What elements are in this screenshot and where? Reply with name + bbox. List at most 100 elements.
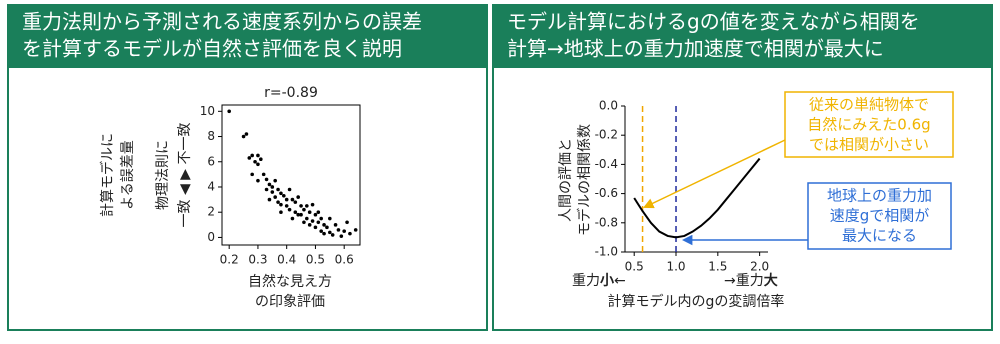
annotation-text: 従来の単純物体で xyxy=(809,96,929,114)
point xyxy=(333,223,338,227)
y-tick-label: -0.8 xyxy=(595,215,618,229)
point xyxy=(330,233,335,237)
point xyxy=(322,231,326,236)
point xyxy=(336,228,341,232)
point xyxy=(319,229,323,233)
x-tick-label: 0.5 xyxy=(306,253,325,267)
x-end-right: →重力大 xyxy=(724,272,778,289)
point xyxy=(305,216,309,221)
point xyxy=(267,182,272,187)
y-tick-label: 2 xyxy=(207,205,215,219)
annotation-text: 速度gで相関が xyxy=(830,207,930,225)
y-label-2: 一致 ◀ ▶ 不一致 xyxy=(177,123,193,228)
header-text: モデル計算におけるgの値を変えながら相関を xyxy=(507,10,920,34)
point xyxy=(325,225,329,230)
y-tick-label: -0.4 xyxy=(595,157,618,171)
annotation-text: では相関が小さい xyxy=(809,136,929,154)
point xyxy=(307,210,312,215)
y-tick-label: -1.0 xyxy=(595,245,618,259)
x-tick-label: 0.6 xyxy=(335,253,354,267)
line xyxy=(633,157,761,239)
x-tick-label: 0.5 xyxy=(625,260,644,274)
left-header xyxy=(8,5,487,68)
point xyxy=(261,172,266,177)
point xyxy=(299,212,303,217)
annotation-arrow xyxy=(643,139,786,209)
point xyxy=(273,195,277,199)
plot-frame xyxy=(221,104,361,246)
x-end-part: →重力 xyxy=(724,273,764,289)
point xyxy=(296,195,300,199)
y-tick-label: 0 xyxy=(207,230,215,244)
point xyxy=(276,200,280,204)
right-header xyxy=(493,5,992,68)
y-label: 計算モデルに xyxy=(99,133,116,217)
point xyxy=(287,207,292,212)
point xyxy=(328,230,332,235)
point xyxy=(342,229,346,233)
point xyxy=(256,162,260,167)
point xyxy=(282,194,286,198)
point xyxy=(305,204,309,208)
point xyxy=(313,212,318,217)
point xyxy=(267,197,272,202)
x-tick-label: 1.5 xyxy=(708,260,727,274)
point xyxy=(307,223,312,227)
x-tick-label: 1.0 xyxy=(666,260,685,274)
point xyxy=(253,159,257,164)
point xyxy=(290,216,295,221)
point xyxy=(241,134,246,139)
point xyxy=(310,202,315,207)
header-text: 計算→地球上の重力加速度で相関が最大に xyxy=(507,37,884,61)
y-label-2: 物理法則に xyxy=(155,140,171,210)
point xyxy=(296,212,300,217)
point xyxy=(279,202,283,207)
point xyxy=(293,210,298,215)
point xyxy=(250,172,254,177)
point xyxy=(302,220,306,225)
annotation-box xyxy=(784,91,954,158)
y-tick-label: 4 xyxy=(207,179,215,193)
y-tick-label: 10 xyxy=(200,104,215,118)
point xyxy=(348,231,352,236)
point xyxy=(293,200,298,204)
y-label: よる誤差量 xyxy=(120,140,136,210)
point xyxy=(316,220,321,225)
point xyxy=(256,153,260,158)
y-tick-label: -0.2 xyxy=(595,128,618,142)
point xyxy=(353,228,358,232)
annotation-text: 最大になる xyxy=(842,227,917,245)
point xyxy=(250,153,254,158)
point xyxy=(279,210,283,215)
point xyxy=(302,207,306,212)
x-label: の印象評価 xyxy=(255,294,325,310)
point xyxy=(328,216,332,221)
point xyxy=(264,177,269,182)
y-tick-label: 0.0 xyxy=(599,99,618,113)
point xyxy=(310,219,315,223)
x-end-part: ← xyxy=(614,273,626,289)
point xyxy=(259,157,263,162)
header-text: を計算するモデルが自然さ評価を良く説明 xyxy=(22,37,402,61)
point xyxy=(273,178,277,183)
point xyxy=(276,187,280,192)
x-tick-label: 0.4 xyxy=(277,253,296,267)
x-end-left: 重力小← xyxy=(572,273,626,289)
point xyxy=(270,190,275,194)
annotation-text: 地球上の重力加 xyxy=(827,187,932,205)
annotation-box xyxy=(807,182,952,250)
x-label: 計算モデル内のgの変調倍率 xyxy=(608,293,785,310)
x-end-part: 重力 xyxy=(572,273,600,289)
point xyxy=(319,216,323,221)
x-tick-label: 2.0 xyxy=(750,260,769,274)
point xyxy=(247,156,252,160)
y-label: 人間の評価と xyxy=(558,138,574,222)
point xyxy=(244,132,249,136)
x-label: 自然な見え方 xyxy=(248,273,332,290)
point xyxy=(227,109,231,114)
point xyxy=(339,234,344,238)
point xyxy=(299,204,303,208)
point xyxy=(313,225,318,230)
point xyxy=(287,187,292,192)
